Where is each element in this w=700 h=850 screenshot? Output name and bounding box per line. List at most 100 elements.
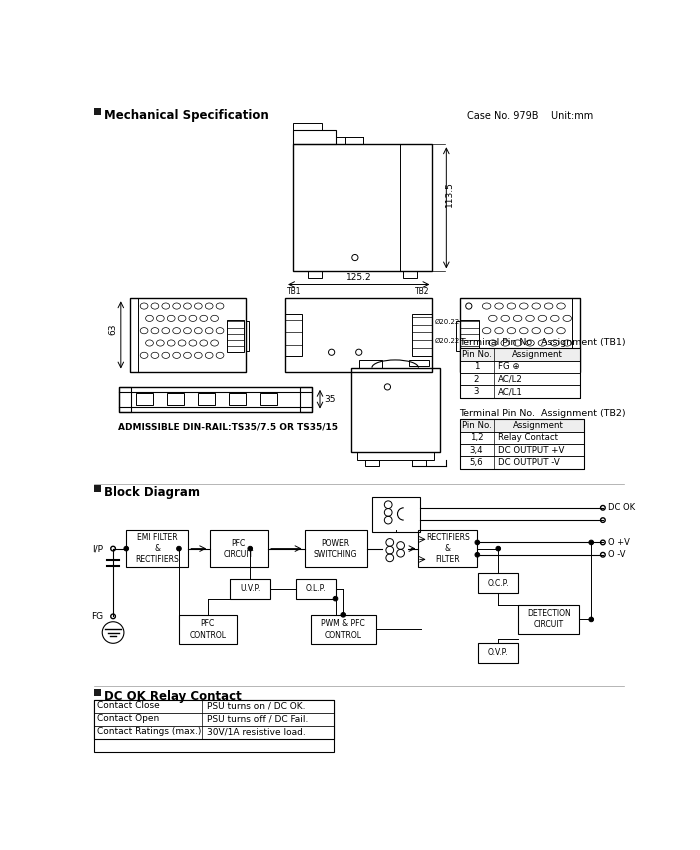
Bar — [412, 314, 433, 356]
Text: 1,2: 1,2 — [470, 434, 484, 442]
Bar — [412, 460, 426, 466]
Bar — [459, 444, 584, 456]
Bar — [311, 615, 376, 644]
Text: Pin No.: Pin No. — [462, 350, 491, 359]
Bar — [94, 485, 101, 492]
Bar — [130, 298, 246, 371]
Circle shape — [475, 552, 480, 557]
Bar — [304, 530, 367, 567]
Text: Relay Contact: Relay Contact — [498, 434, 559, 442]
Text: DC OUTPUT +V: DC OUTPUT +V — [498, 445, 565, 455]
Bar — [227, 320, 244, 352]
Text: Assignment: Assignment — [513, 421, 564, 430]
Bar — [118, 387, 312, 411]
Text: DETECTION
CIRCUIT: DETECTION CIRCUIT — [526, 609, 570, 630]
Text: 3,4: 3,4 — [470, 445, 484, 455]
Text: 113.5: 113.5 — [445, 182, 454, 207]
Text: 30V/1A resistive load.: 30V/1A resistive load. — [207, 728, 306, 736]
Text: FG: FG — [91, 612, 103, 620]
Bar — [94, 726, 334, 739]
Bar — [94, 700, 334, 712]
Text: 5,6: 5,6 — [470, 458, 484, 467]
Text: O.L.P.: O.L.P. — [306, 584, 326, 593]
Bar — [94, 700, 334, 752]
Bar — [519, 605, 579, 634]
Bar — [572, 298, 580, 371]
Text: PSU turns off / DC Fail.: PSU turns off / DC Fail. — [207, 714, 308, 723]
Circle shape — [124, 547, 129, 551]
Text: O.V.P.: O.V.P. — [488, 648, 508, 657]
Text: Ø20.22: Ø20.22 — [435, 319, 460, 325]
Bar — [456, 321, 459, 351]
Bar — [419, 530, 477, 567]
Text: PWM & PFC
CONTROL: PWM & PFC CONTROL — [321, 620, 365, 639]
Text: DC OK: DC OK — [608, 503, 635, 513]
Text: 3: 3 — [474, 387, 480, 396]
Text: PSU turns on / DC OK.: PSU turns on / DC OK. — [207, 701, 305, 711]
Bar — [94, 712, 334, 726]
Bar — [459, 360, 580, 373]
Circle shape — [248, 547, 253, 551]
Text: Ø20.22: Ø20.22 — [435, 337, 460, 343]
Bar — [459, 419, 584, 468]
Bar — [210, 530, 268, 567]
Bar — [403, 271, 417, 278]
Bar — [300, 387, 312, 411]
Bar — [459, 348, 580, 360]
Text: O.C.P.: O.C.P. — [487, 579, 509, 587]
Bar — [126, 530, 188, 567]
Bar — [459, 385, 580, 398]
Bar — [179, 615, 237, 644]
Text: EMI FILTER
&
RECTIFIERS: EMI FILTER & RECTIFIERS — [135, 533, 179, 564]
Bar — [478, 643, 519, 662]
Text: O +V: O +V — [608, 538, 629, 547]
Bar — [285, 298, 433, 371]
Circle shape — [496, 547, 500, 551]
Text: 125.2: 125.2 — [346, 273, 372, 282]
Text: FG ⊕: FG ⊕ — [498, 362, 520, 371]
Bar — [358, 360, 382, 368]
Circle shape — [333, 597, 338, 601]
Bar — [293, 144, 433, 271]
Bar — [459, 456, 584, 468]
Text: POWER
SWITCHING: POWER SWITCHING — [314, 539, 357, 558]
Text: Terminal Pin No.  Assignment (TB2): Terminal Pin No. Assignment (TB2) — [459, 409, 626, 417]
Bar — [118, 387, 131, 411]
Bar — [94, 700, 334, 739]
Text: TB2: TB2 — [415, 287, 430, 296]
Text: Pin No.: Pin No. — [462, 421, 491, 430]
Text: Assignment: Assignment — [512, 350, 562, 359]
Bar — [459, 419, 584, 432]
Text: I/P: I/P — [92, 544, 103, 553]
Text: Contact Ratings (max.): Contact Ratings (max.) — [97, 728, 201, 736]
Bar — [285, 314, 302, 356]
Bar — [357, 452, 434, 460]
Text: TB1: TB1 — [287, 287, 301, 296]
Text: DC OK Relay Contact: DC OK Relay Contact — [104, 689, 241, 702]
Text: U.V.P.: U.V.P. — [240, 584, 260, 593]
Bar — [409, 360, 428, 366]
Bar — [459, 320, 479, 352]
Circle shape — [589, 540, 594, 545]
Text: O -V: O -V — [608, 550, 625, 559]
Text: Mechanical Specification: Mechanical Specification — [104, 109, 269, 122]
Text: RECTIFIERS
&
FILTER: RECTIFIERS & FILTER — [426, 533, 470, 564]
Bar — [94, 108, 101, 115]
Text: 1: 1 — [474, 362, 480, 371]
Bar — [228, 393, 246, 405]
Circle shape — [341, 613, 346, 617]
Text: Contact Open: Contact Open — [97, 714, 159, 723]
Bar — [459, 432, 584, 444]
Bar — [167, 393, 183, 405]
Bar — [246, 321, 249, 351]
Text: AC/L2: AC/L2 — [498, 375, 523, 383]
Circle shape — [589, 617, 594, 621]
Bar — [197, 393, 215, 405]
Text: PFC
CIRCUIT: PFC CIRCUIT — [223, 539, 253, 558]
Bar — [260, 393, 276, 405]
Text: Terminal Pin No.  Assignment (TB1): Terminal Pin No. Assignment (TB1) — [459, 337, 626, 347]
Bar — [230, 579, 270, 598]
Bar — [459, 348, 580, 398]
Bar — [372, 497, 420, 531]
Bar — [130, 298, 138, 371]
